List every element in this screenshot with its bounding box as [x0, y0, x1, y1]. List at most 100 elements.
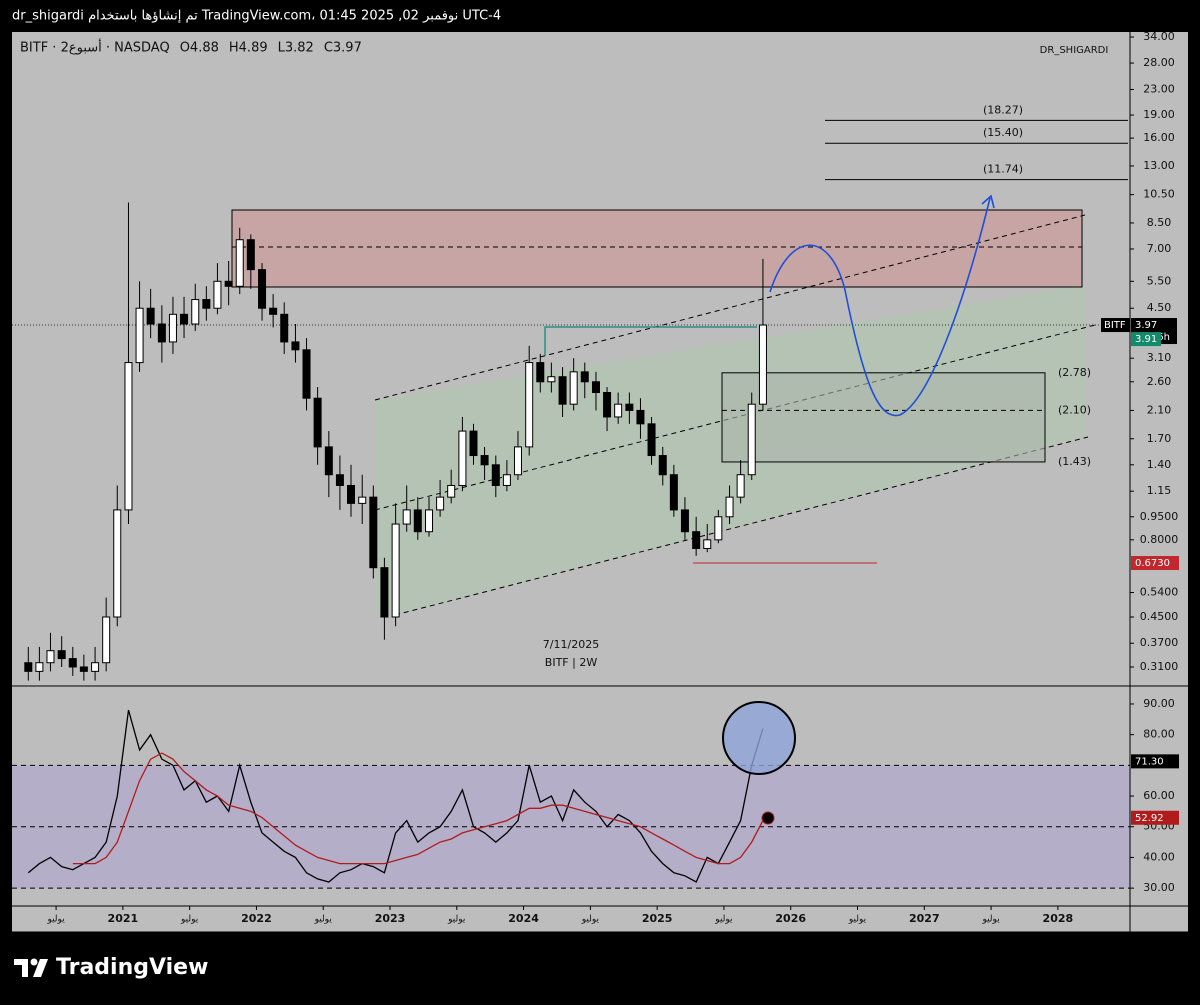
x-tick-label: يوليو	[714, 915, 733, 925]
rsi-last: 71.30	[1135, 756, 1164, 767]
candle-body	[79, 666, 88, 672]
x-tick-label: 2024	[508, 912, 539, 925]
y-tick-label: 2.10	[1147, 403, 1172, 416]
x-tick-label: يوليو	[581, 915, 600, 925]
candle-body	[447, 484, 456, 498]
candle-body	[113, 509, 122, 618]
candle-body	[91, 662, 100, 672]
candle-body	[313, 397, 322, 448]
candle-body	[558, 376, 567, 405]
teal-line	[544, 326, 757, 355]
support-price: 0.6730	[1135, 558, 1170, 569]
candle-body	[191, 299, 200, 325]
candle-body	[425, 509, 434, 533]
candle-body	[369, 496, 378, 569]
target-label: (15.40)	[983, 126, 1023, 139]
support-price-bg	[1131, 556, 1179, 571]
candle-body	[391, 523, 400, 618]
x-tick-label: يوليو	[981, 915, 1000, 925]
candle-body	[480, 455, 489, 466]
candle-body	[636, 409, 645, 425]
candle-body	[413, 509, 422, 533]
zone-label: (1.43)	[1058, 455, 1091, 468]
rsi-pane	[12, 709, 1130, 889]
candle-body	[491, 464, 500, 486]
y-tick-label: 80.00	[1143, 728, 1175, 741]
x-tick-label: يوليو	[848, 915, 867, 925]
candle-body	[591, 381, 600, 394]
logo-dot	[30, 958, 38, 966]
x-tick-label: 2022	[241, 912, 272, 925]
watermark: BITF | 2W	[545, 656, 598, 669]
candle-body	[458, 430, 467, 486]
candle-body	[569, 371, 578, 405]
y-tick-label: 16.00	[1143, 131, 1175, 144]
candle-body	[235, 239, 244, 287]
candle-body	[669, 474, 678, 511]
candle-body	[703, 539, 712, 549]
candle-body	[46, 650, 55, 664]
y-tick-label: 1.70	[1147, 432, 1172, 445]
demand-zone	[721, 372, 1046, 463]
x-tick-label: 2025	[642, 912, 673, 925]
candle-body	[269, 307, 278, 315]
candle-body	[291, 341, 300, 351]
candle-body	[614, 403, 623, 418]
legend-high: H4.89	[229, 41, 268, 56]
candle-body	[324, 446, 333, 476]
candle-body	[35, 662, 44, 672]
y-tick-label: 4.50	[1147, 301, 1172, 314]
candle-body	[258, 269, 267, 309]
candle-body	[246, 239, 255, 271]
candle-body	[525, 362, 534, 448]
target-label: (18.27)	[983, 103, 1023, 116]
ma-dot	[761, 811, 775, 825]
candle-body	[380, 567, 389, 618]
overlay	[722, 194, 995, 825]
y-tick-label: 0.9500	[1140, 510, 1179, 523]
last-price: 3.97	[1135, 320, 1157, 331]
candle-body	[135, 307, 144, 364]
rsi-last: 52.92	[1135, 813, 1164, 824]
candle-body	[680, 509, 689, 533]
candle-body	[536, 362, 545, 383]
y-tick-label: 40.00	[1143, 850, 1175, 863]
y-tick-label: 19.00	[1143, 108, 1175, 121]
y-tick-label: 0.5400	[1140, 586, 1179, 599]
candle-body	[224, 280, 233, 287]
x-tick-label: 2021	[108, 912, 139, 925]
y-tick-label: 1.40	[1147, 458, 1172, 471]
header-text: dr_shigardi تم إنشاؤها باستخدام TradingV…	[12, 9, 501, 24]
x-tick-label: يوليو	[46, 915, 65, 925]
candle-body	[402, 509, 411, 525]
target-label: (11.74)	[983, 163, 1023, 176]
rsi-last-bg	[1131, 754, 1179, 769]
y-tick-label: 0.4500	[1140, 610, 1179, 623]
candle-body	[57, 650, 66, 660]
x-tick-label: 2026	[775, 912, 806, 925]
x-tick-label: يوليو	[447, 915, 466, 925]
brand-text: TradingView	[56, 955, 208, 980]
candle-body	[603, 392, 612, 418]
y-tick-label: 13.00	[1143, 159, 1175, 172]
candle-body	[436, 496, 445, 511]
logo-mark	[14, 959, 28, 977]
candle-body	[202, 299, 211, 309]
candle-body	[469, 430, 478, 457]
candle-body	[102, 616, 111, 664]
zone-label: (2.10)	[1058, 403, 1091, 416]
last-price-bg	[1131, 318, 1177, 333]
candle-body	[502, 474, 511, 486]
y-tick-label: 3.10	[1147, 351, 1172, 364]
candle-body	[747, 403, 756, 476]
y-tick-label: 0.3700	[1140, 636, 1179, 649]
y-tick-label: 5.50	[1147, 274, 1172, 287]
rsi-last-bg	[1131, 810, 1179, 825]
candle-body	[213, 280, 222, 309]
y-tick-label: 23.00	[1143, 82, 1175, 95]
candle-body	[180, 313, 189, 325]
legend-symbol: BITF · 2أسبوع · NASDAQ	[20, 39, 170, 56]
rsi-line	[72, 752, 764, 865]
candle-body	[157, 323, 166, 343]
